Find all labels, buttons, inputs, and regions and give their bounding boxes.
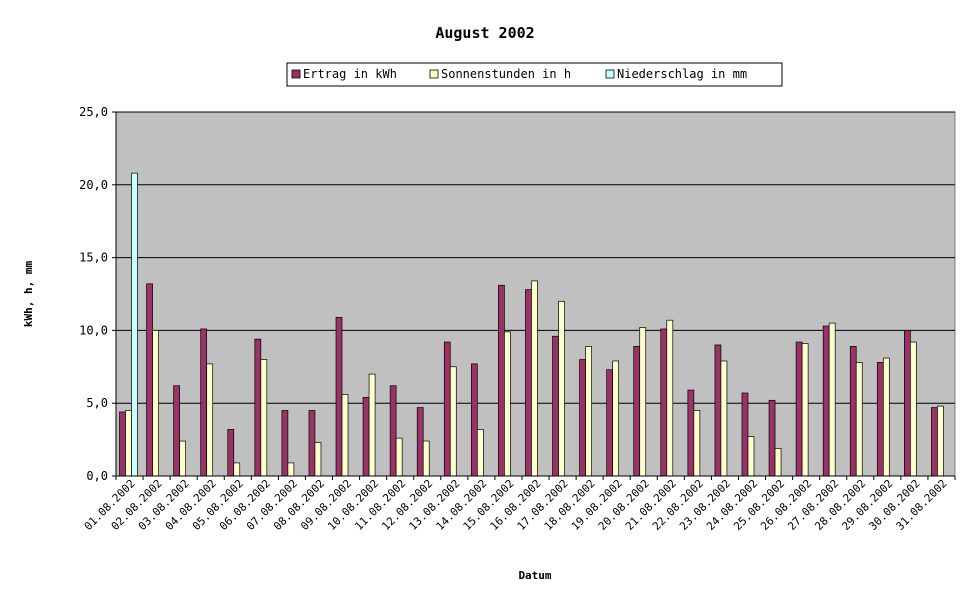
sonnenstunden-bar bbox=[179, 440, 186, 477]
y-tick-label: 10,0 bbox=[79, 323, 108, 337]
ertrag-bar bbox=[200, 328, 208, 477]
sonnenstunden-bar bbox=[666, 319, 674, 477]
ertrag-bar bbox=[579, 359, 586, 477]
ertrag-bar bbox=[470, 363, 478, 477]
legend-label-ertrag: Ertrag in kWh bbox=[303, 67, 397, 81]
legend-swatch-ertrag bbox=[291, 69, 301, 79]
sonnenstunden-bar bbox=[287, 462, 295, 477]
sonnenstunden-bar bbox=[639, 327, 647, 477]
sonnenstunden-bar bbox=[422, 440, 430, 477]
bars bbox=[119, 172, 944, 477]
sonnenstunden-bar bbox=[801, 343, 809, 477]
ertrag-bar bbox=[552, 335, 559, 477]
x-axis-title: Datum bbox=[518, 569, 551, 582]
y-tick-label: 5,0 bbox=[86, 396, 108, 410]
sonnenstunden-bar bbox=[395, 437, 403, 477]
ertrag-bar bbox=[443, 341, 451, 477]
ertrag-bar bbox=[795, 341, 803, 477]
ertrag-bar bbox=[254, 338, 262, 477]
ertrag-bar bbox=[876, 362, 884, 477]
sonnenstunden-bar bbox=[368, 373, 376, 477]
sonnenstunden-bar bbox=[720, 360, 728, 477]
ertrag-bar bbox=[498, 284, 505, 477]
sonnenstunden-bar bbox=[314, 442, 322, 477]
ertrag-bar bbox=[416, 407, 424, 477]
sonnenstunden-bar bbox=[585, 346, 592, 477]
ertrag-bar bbox=[146, 283, 153, 477]
x-axis-ticks: 01.08.200202.08.200203.08.200204.08.2002… bbox=[82, 476, 956, 533]
ertrag-bar bbox=[525, 289, 532, 477]
ertrag-bar bbox=[633, 346, 641, 477]
sonnenstunden-bar bbox=[774, 447, 782, 477]
ertrag-bar bbox=[687, 389, 695, 477]
sonnenstunden-bar bbox=[476, 429, 484, 477]
sonnenstunden-bar bbox=[260, 359, 268, 477]
ertrag-bar bbox=[714, 344, 722, 477]
legend-label-sonnenstunden: Sonnenstunden in h bbox=[441, 67, 571, 81]
niederschlag-bar bbox=[131, 172, 138, 477]
sonnenstunden-bar bbox=[531, 280, 538, 477]
y-tick-label: 15,0 bbox=[79, 251, 108, 265]
sonnenstunden-bar bbox=[125, 410, 132, 477]
sonnenstunden-bar bbox=[910, 341, 917, 477]
sonnenstunden-bar bbox=[449, 366, 457, 477]
sonnenstunden-bar bbox=[341, 394, 349, 477]
ertrag-bar bbox=[335, 316, 343, 477]
legend-swatch-sonnenstunden bbox=[429, 69, 439, 79]
sonnenstunden-bar bbox=[233, 462, 241, 477]
sonnenstunden-bar bbox=[504, 331, 511, 477]
ertrag-bar bbox=[768, 399, 776, 477]
ertrag-bar bbox=[281, 410, 289, 477]
y-axis-title: kWh, h, mm bbox=[22, 261, 35, 328]
sonnenstunden-bar bbox=[855, 362, 863, 477]
ertrag-bar bbox=[849, 346, 857, 477]
ertrag-bar bbox=[931, 407, 938, 477]
y-axis-ticks: 0,0 5,0 10,0 15,0 20,0 25,0 bbox=[79, 105, 116, 483]
y-tick-label: 0,0 bbox=[86, 469, 108, 483]
sonnenstunden-bar bbox=[747, 436, 755, 477]
ertrag-bar bbox=[308, 410, 316, 477]
legend-box bbox=[286, 62, 783, 87]
y-tick-label: 25,0 bbox=[79, 105, 108, 119]
ertrag-bar bbox=[227, 429, 235, 477]
sonnenstunden-bar bbox=[612, 360, 620, 477]
y-tick-label: 20,0 bbox=[79, 178, 108, 192]
legend-label-niederschlag: Niederschlag in mm bbox=[617, 67, 747, 81]
sonnenstunden-bar bbox=[882, 357, 890, 477]
sonnenstunden-bar bbox=[937, 405, 944, 477]
ertrag-bar bbox=[389, 385, 397, 477]
ertrag-bar bbox=[119, 411, 126, 477]
ertrag-bar bbox=[362, 397, 370, 477]
sonnenstunden-bar bbox=[693, 410, 701, 477]
sonnenstunden-bar bbox=[828, 322, 836, 477]
sonnenstunden-bar bbox=[558, 300, 565, 477]
sonnenstunden-bar bbox=[152, 330, 159, 477]
ertrag-bar bbox=[606, 369, 614, 477]
ertrag-bar bbox=[741, 392, 749, 477]
sonnenstunden-bar bbox=[206, 363, 214, 477]
ertrag-bar bbox=[660, 328, 668, 477]
ertrag-bar bbox=[904, 330, 911, 477]
ertrag-bar bbox=[173, 385, 180, 477]
legend-swatch-niederschlag bbox=[605, 69, 615, 79]
chart-title: August 2002 bbox=[435, 24, 534, 42]
ertrag-bar bbox=[822, 325, 830, 477]
legend: Ertrag in kWh Sonnenstunden in h Nieders… bbox=[286, 62, 783, 87]
